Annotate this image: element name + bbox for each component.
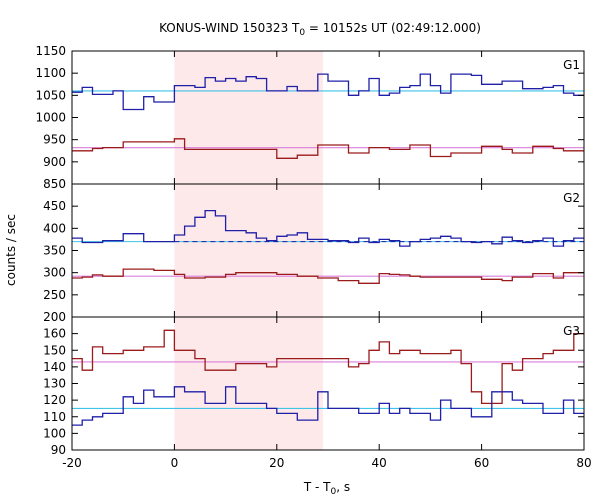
tick-labels: 8509009501000105011001150200250300350400…: [35, 44, 591, 470]
x-tick-label: 80: [576, 456, 591, 470]
x-axis-label-main: T - T: [303, 480, 331, 494]
series-g2-0: [72, 209, 584, 247]
panel-frame-g1: [71, 50, 585, 185]
x-axis-label: T - T0, s: [303, 480, 350, 497]
series-g3-1: [72, 386, 584, 426]
x-tick-label: 40: [372, 456, 387, 470]
highlight-band: [174, 51, 323, 450]
series-g1-0: [72, 73, 584, 111]
y-tick-label: 100: [43, 426, 66, 440]
y-tick-label: 110: [43, 410, 66, 424]
y-axis-label: counts / sec: [4, 214, 18, 286]
series-g2-1: [72, 268, 584, 284]
x-tick-label: 60: [474, 456, 489, 470]
x-tick-label: -20: [62, 456, 82, 470]
x-axis-label-rest: , s: [336, 480, 350, 494]
chart-title-main: KONUS-WIND 150323 T: [159, 21, 300, 35]
y-tick-label: 900: [43, 155, 66, 169]
y-tick-label: 350: [43, 244, 66, 258]
series-g3-0: [72, 329, 584, 405]
x-tick-label: 20: [269, 456, 284, 470]
y-tick-label: 400: [43, 221, 66, 235]
panel-label-g1: G1: [563, 58, 580, 72]
y-tick-label: 150: [43, 343, 66, 357]
panel-label-g2: G2: [563, 191, 580, 205]
y-tick-label: 950: [43, 133, 66, 147]
count-rate-series: [72, 73, 584, 426]
y-tick-label: 120: [43, 393, 66, 407]
y-tick-label: 250: [43, 288, 66, 302]
y-tick-label: 1000: [35, 111, 66, 125]
chart-title-rest: = 10152s UT (02:49:12.000): [305, 21, 481, 35]
y-tick-label: 160: [43, 327, 66, 341]
y-tick-label: 1150: [35, 44, 66, 58]
background-levels: [72, 90, 584, 409]
y-tick-label: 450: [43, 199, 66, 213]
y-tick-label: 1050: [35, 88, 66, 102]
y-tick-label: 90: [51, 443, 66, 457]
panel-label-g3: G3: [563, 324, 580, 338]
x-tick-label: 0: [171, 456, 179, 470]
x-axis-label-subscript: 0: [331, 487, 337, 497]
y-tick-label: 850: [43, 177, 66, 191]
panel-frame-g2: [71, 183, 585, 318]
y-tick-label: 130: [43, 377, 66, 391]
y-tick-label: 300: [43, 266, 66, 280]
chart-title-subscript: 0: [299, 28, 305, 38]
burst-interval-highlight: [174, 51, 323, 450]
y-tick-label: 140: [43, 360, 66, 374]
y-tick-label: 200: [43, 310, 66, 324]
series-g1-1: [72, 138, 584, 159]
panel-frame-g3: [71, 316, 585, 451]
panel-labels: G1 G2 G3: [563, 58, 580, 338]
chart-title: KONUS-WIND 150323 T0 = 10152s UT (02:49:…: [159, 21, 481, 38]
tick-marks: [71, 50, 585, 451]
y-tick-label: 1100: [35, 66, 66, 80]
